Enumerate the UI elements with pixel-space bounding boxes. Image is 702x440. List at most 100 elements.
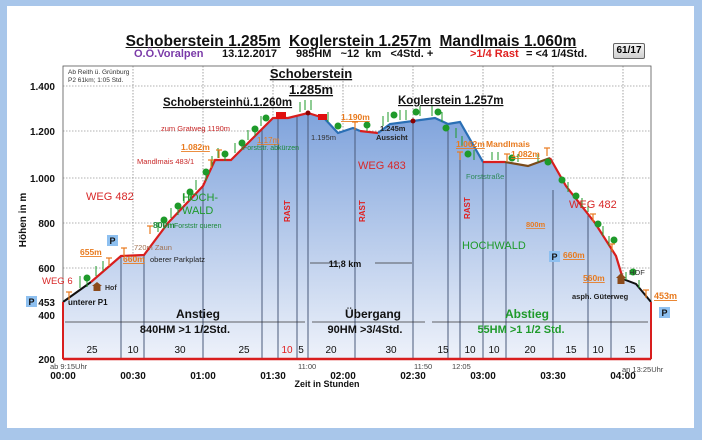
profile-area xyxy=(63,113,651,359)
signpost-icons xyxy=(66,121,649,300)
svg-text:ab 9:15Uhr: ab 9:15Uhr xyxy=(50,362,88,371)
svg-text:P: P xyxy=(661,308,667,318)
rast-labels: RAST RAST RAST xyxy=(283,197,472,222)
svg-text:HOF: HOF xyxy=(629,268,645,277)
svg-text:01:00: 01:00 xyxy=(190,371,216,382)
svg-text:25: 25 xyxy=(86,345,98,356)
svg-text:01:30: 01:30 xyxy=(260,371,286,382)
hut-marker-icon xyxy=(276,112,286,119)
y-tick-800: 800 xyxy=(38,219,55,230)
koglerstein-label: Koglerstein 1.257m xyxy=(398,95,503,107)
y-axis-title: Höhen in m xyxy=(18,193,29,248)
phase-abstieg-detail: 55HM >1 1/2 Std. xyxy=(477,324,564,336)
svg-text:P: P xyxy=(28,297,34,307)
svg-text:Hof: Hof xyxy=(105,285,117,292)
svg-text:10: 10 xyxy=(488,345,500,356)
svg-text:02:30: 02:30 xyxy=(400,371,426,382)
huette-label: Schobersteinhü.1.260m xyxy=(163,97,292,109)
svg-text:30: 30 xyxy=(174,345,186,356)
title-peak-2: Koglerstein 1.257m xyxy=(288,33,432,50)
svg-text:WEG 483: WEG 483 xyxy=(358,160,406,172)
svg-text:10: 10 xyxy=(281,345,293,356)
svg-text:1.082m: 1.082m xyxy=(511,149,540,159)
svg-text:asph. Güterweg: asph. Güterweg xyxy=(572,292,629,301)
svg-text:1.17m: 1.17m xyxy=(257,136,280,145)
svg-text:10: 10 xyxy=(464,345,476,356)
phase-anstieg-detail: 840HM >1 1/2Std. xyxy=(140,324,230,336)
svg-text:03:00: 03:00 xyxy=(470,371,496,382)
y-axis-labels: 1.400 1.200 1.000 800 600 453 400 200 xyxy=(30,82,55,366)
svg-text:Ab Reith ü. Grünburg: Ab Reith ü. Grünburg xyxy=(68,69,130,76)
svg-text:1.062m: 1.062m xyxy=(456,139,485,149)
annotations: zum Gratweg 1190m 1.082m Mandlmais 483/1… xyxy=(42,112,677,307)
svg-text:HOCH-: HOCH- xyxy=(182,192,218,204)
svg-text:10: 10 xyxy=(127,345,139,356)
segment-durations: 25 10 30 25 10 5 20 30 15 10 10 20 15 10… xyxy=(86,345,636,356)
svg-text:RAST: RAST xyxy=(463,197,472,219)
svg-text:720m Zaun: 720m Zaun xyxy=(134,243,172,252)
phase-uebergang: Übergang xyxy=(345,306,401,321)
date-label: 13.12.2017 xyxy=(222,48,278,60)
svg-text:660m: 660m xyxy=(563,250,585,260)
chart-title: Schoberstein 1.285m Koglerstein 1.257m M… xyxy=(0,33,702,51)
summit-marker-icon xyxy=(318,114,327,120)
svg-text:5: 5 xyxy=(298,345,304,356)
svg-text:Forststraße: Forststraße xyxy=(466,172,504,181)
phase-labels: Anstieg 840HM >1 1/2Std. Übergang 90HM >… xyxy=(140,306,565,336)
parking-icons: P P P P xyxy=(26,235,670,318)
svg-text:11:00: 11:00 xyxy=(298,362,316,371)
svg-text:HOCHWALD: HOCHWALD xyxy=(462,240,526,252)
svg-text:Forststr queren: Forststr queren xyxy=(174,223,222,230)
svg-text:Mandlmais: Mandlmais xyxy=(486,139,530,149)
svg-text:660m: 660m xyxy=(123,254,145,264)
stats-label: 985HM ~12 km <4Std. + xyxy=(296,48,434,60)
svg-text:WALD: WALD xyxy=(182,205,213,217)
svg-text:30: 30 xyxy=(385,345,397,356)
svg-text:P: P xyxy=(109,236,115,246)
svg-text:00:30: 00:30 xyxy=(120,371,146,382)
svg-text:20: 20 xyxy=(325,345,337,356)
page-badge: 61/17 xyxy=(613,43,645,59)
profile-line-ridge-2 xyxy=(377,116,484,163)
svg-text:1.195m: 1.195m xyxy=(311,133,336,142)
profile-line-mandlmais xyxy=(504,156,551,168)
svg-text:15: 15 xyxy=(437,345,449,356)
y-tick-400: 400 xyxy=(38,311,55,322)
svg-text:655m: 655m xyxy=(80,247,102,257)
x-axis-labels: 00:00 00:30 01:00 01:30 02:00 02:30 03:0… xyxy=(50,371,636,382)
svg-text:WEG 482: WEG 482 xyxy=(569,199,617,211)
svg-text:Aussicht: Aussicht xyxy=(376,133,408,142)
phase-uebergang-detail: 90HM >3/4Std. xyxy=(328,324,403,336)
profile-line-ridge-red xyxy=(359,129,379,135)
time-stamps: ab 9:15Uhr 11:00 11:50 12:05 an 13:25Uhr xyxy=(50,362,664,374)
schoberstein-elev: 1.285m xyxy=(289,82,333,97)
y-tick-1200: 1.200 xyxy=(30,127,55,138)
svg-text:unterer P1: unterer P1 xyxy=(68,298,108,307)
start-note: Ab Reith ü. Grünburg P2 61km; 1:05 Std. xyxy=(68,69,130,84)
phase-abstieg: Abstieg xyxy=(505,307,549,321)
svg-text:15: 15 xyxy=(565,345,577,356)
tree-icons xyxy=(79,100,640,288)
schoberstein-label: Schoberstein xyxy=(270,66,352,81)
svg-text:800m: 800m xyxy=(153,220,175,230)
distance-label: 11,8 km xyxy=(329,259,362,269)
farmhouse-icons xyxy=(92,273,626,291)
schoberstein-summit-icon xyxy=(305,110,311,116)
y-tick-200: 200 xyxy=(38,355,55,366)
svg-text:10: 10 xyxy=(592,345,604,356)
svg-text:15: 15 xyxy=(624,345,636,356)
svg-text:Forststr. abkürzen: Forststr. abkürzen xyxy=(243,145,299,152)
title-peak-3: Mandlmais 1.060m xyxy=(439,33,577,50)
svg-text:P2 61km; 1:05 Std.: P2 61km; 1:05 Std. xyxy=(68,77,123,84)
y-tick-1400: 1.400 xyxy=(30,82,55,93)
y-tick-600: 600 xyxy=(38,264,55,275)
svg-text:RAST: RAST xyxy=(358,200,367,222)
rast-label: >1/4 Rast xyxy=(470,48,519,60)
profile-line-ascent-red xyxy=(90,111,325,283)
profile-line-ridge xyxy=(323,117,361,135)
svg-text:P: P xyxy=(551,252,557,262)
x-axis-title: Zeit in Stunden xyxy=(295,379,360,389)
svg-text:oberer Parkplatz: oberer Parkplatz xyxy=(150,255,205,264)
svg-text:an 13:25Uhr: an 13:25Uhr xyxy=(622,365,664,374)
